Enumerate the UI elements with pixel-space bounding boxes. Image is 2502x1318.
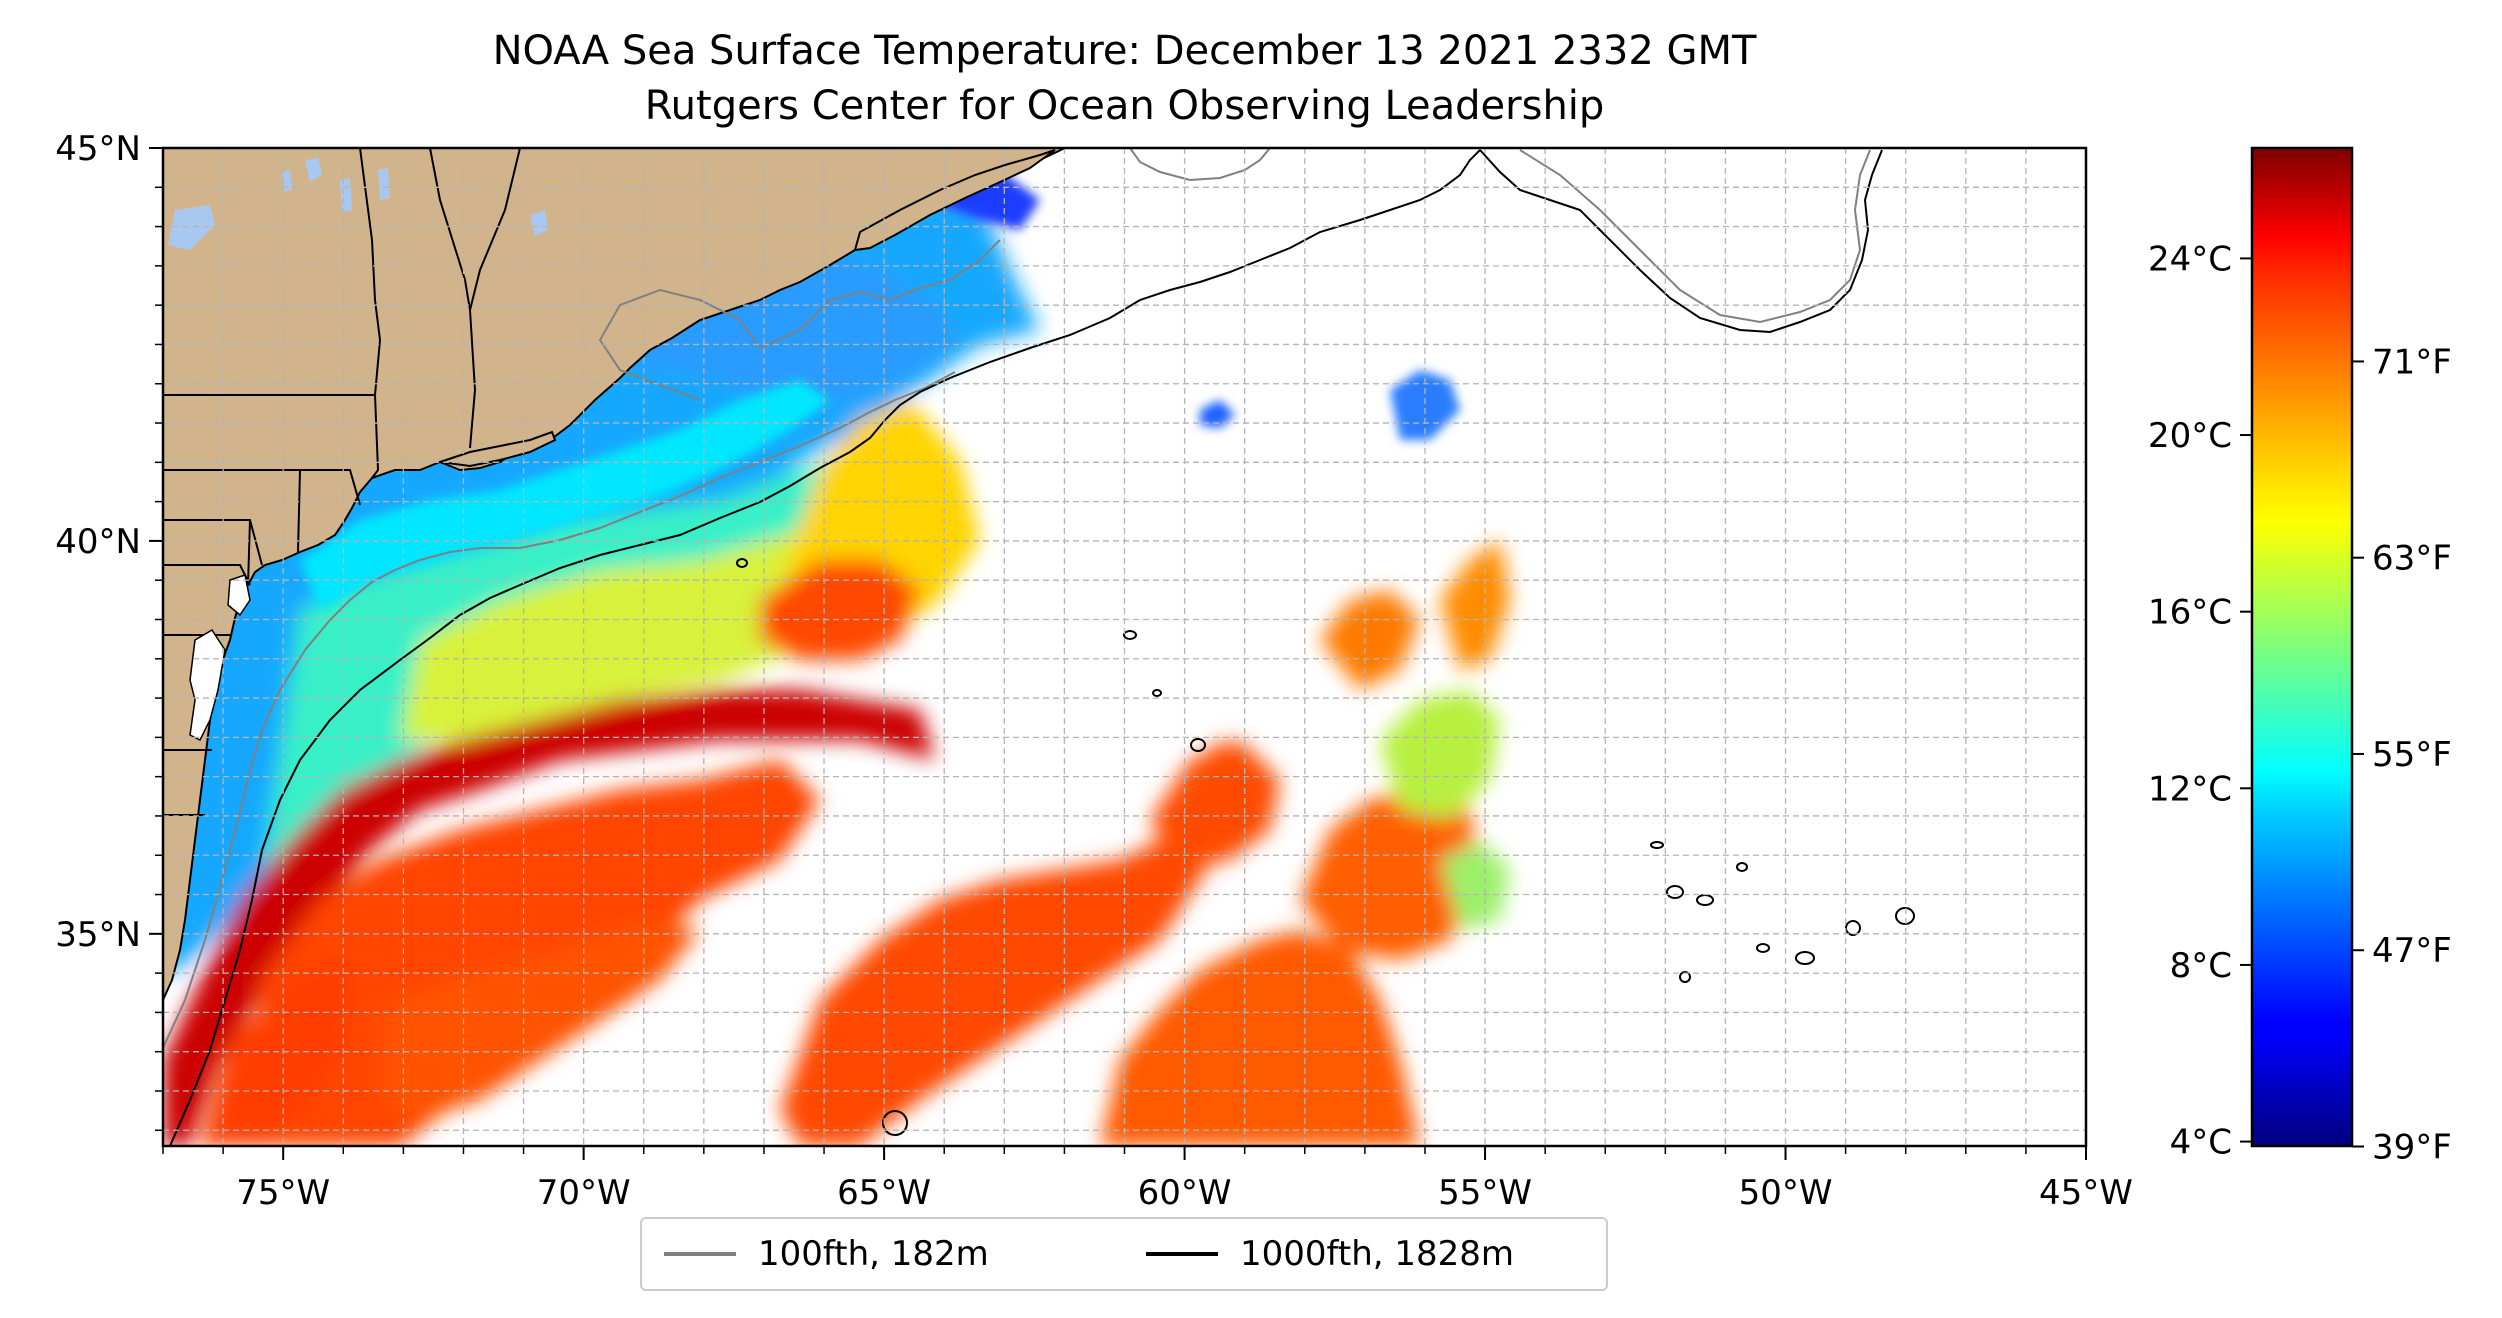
celsius-tick-label: 12°C: [2148, 769, 2232, 809]
celsius-tick-label: 20°C: [2148, 416, 2232, 456]
celsius-tick-label: 24°C: [2148, 239, 2232, 279]
lon-tick-label: 75°W: [236, 1173, 330, 1213]
isobath-1000fth: [169, 149, 1915, 1146]
isobath-legend: 100fth, 182m 1000fth, 1828m: [640, 1217, 1608, 1291]
lon-tick-label: 55°W: [1438, 1173, 1532, 1213]
gulf-stream: [163, 690, 935, 1146]
lat-tick-label: 35°N: [55, 915, 141, 955]
sargasso-patch-4: [1100, 930, 1420, 1146]
offshore-cold-2: [1200, 400, 1235, 428]
sargasso-patch-9: [1380, 690, 1500, 820]
legend-label-100fth: 100fth, 182m: [758, 1234, 989, 1274]
sargasso-patch-3: [780, 740, 1240, 1146]
slope-water-warm: [400, 440, 920, 740]
celsius-tick-label: 4°C: [2170, 1123, 2232, 1163]
colorbar-gradient: [2250, 146, 2354, 1148]
sargasso-patch-7: [1320, 590, 1420, 690]
lat-tick-label: 45°N: [55, 129, 141, 169]
lon-tick-label: 45°W: [2039, 1173, 2133, 1213]
map-plot-area: [163, 148, 2086, 1146]
legend-swatch-1000fth: [1146, 1252, 1218, 1256]
lon-tick-label: 60°W: [1138, 1173, 1232, 1213]
lon-tick-label: 65°W: [837, 1173, 931, 1213]
legend-label-1000fth: 1000fth, 1828m: [1240, 1234, 1515, 1274]
warm-eddy: [760, 560, 920, 660]
lakes: [168, 158, 548, 250]
shelf-break-front: [300, 380, 830, 610]
fahrenheit-tick-label: 47°F: [2372, 931, 2452, 971]
sargasso-patch-6: [1300, 790, 1480, 960]
land: [163, 148, 1066, 1001]
fahrenheit-tick-label: 55°F: [2372, 735, 2452, 775]
sargasso-patch-2: [380, 920, 700, 1120]
lon-tick-label: 50°W: [1739, 1173, 1833, 1213]
sargasso-patch-11: [200, 960, 350, 1146]
sargasso-patch-10: [1440, 840, 1510, 930]
nova-scotia: [853, 149, 1056, 252]
fahrenheit-tick-label: 63°F: [2372, 539, 2452, 579]
long-island: [439, 430, 557, 468]
fahrenheit-tick-label: 39°F: [2372, 1127, 2452, 1167]
seamounts: [736, 558, 1915, 1136]
map-title: NOAA Sea Surface Temperature: December 1…: [492, 28, 1757, 74]
chesapeake-bay: [189, 574, 251, 742]
celsius-tick-label: 8°C: [2170, 946, 2232, 986]
isobath-100fth: [163, 148, 1871, 1049]
colorbar-ticks: 4°C 8°C 12°C 16°C 20°C 24°C 39°F 47°F 55°F 63°F 71…: [2148, 239, 2452, 1167]
map-axes: 75°W 70°W 65°W 60°W 55°W 50°W 45°W 45°N 40°N 35°N: [55, 129, 2133, 1213]
legend-swatch-100fth: [664, 1252, 736, 1256]
sargasso-patch-8: [1440, 540, 1510, 670]
map-gridlines: [163, 148, 2086, 1146]
sargasso-patch-5: [1150, 740, 1280, 870]
colorbar: 4°C 8°C 12°C 16°C 20°C 24°C 39°F 47°F 55°F 63°F 71…: [2148, 146, 2452, 1167]
legend-item-100fth: 100fth, 182m: [664, 1219, 989, 1289]
lat-tick-label: 40°N: [55, 522, 141, 562]
map-subtitle: Rutgers Center for Ocean Observing Leade…: [644, 83, 1605, 129]
state-borders: [163, 148, 521, 816]
lon-tick-label: 70°W: [537, 1173, 631, 1213]
celsius-tick-label: 16°C: [2148, 593, 2232, 633]
fahrenheit-tick-label: 71°F: [2372, 342, 2452, 382]
legend-item-1000fth: 1000fth, 1828m: [1146, 1219, 1514, 1289]
